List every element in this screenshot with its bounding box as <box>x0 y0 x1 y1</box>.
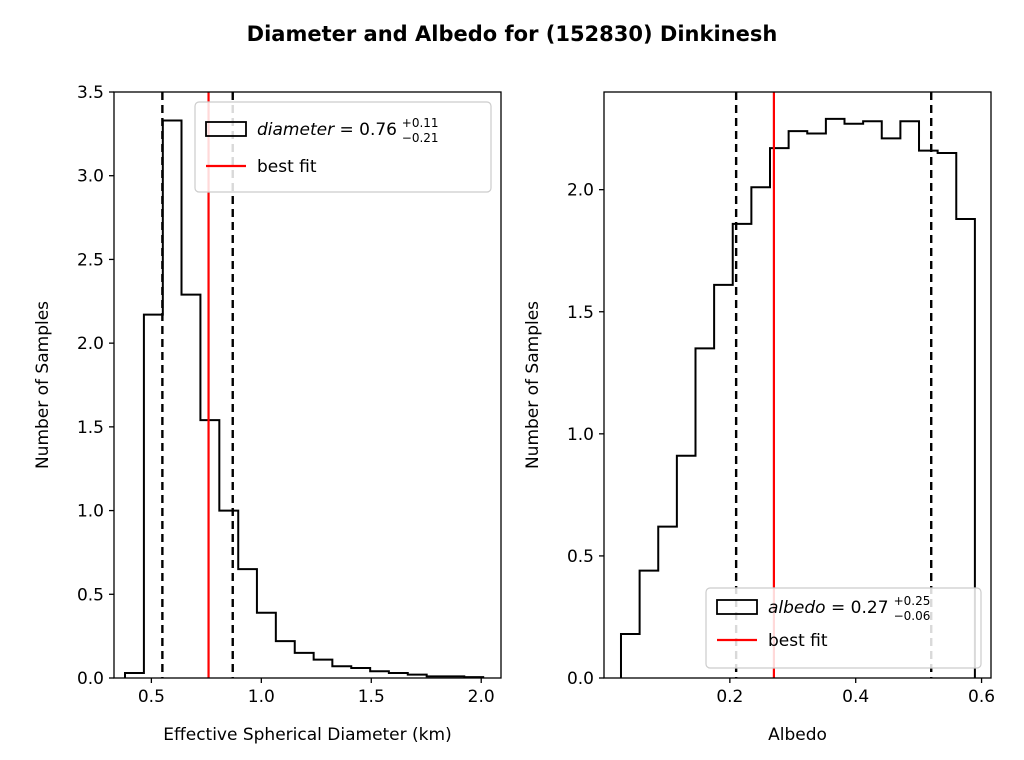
legend-hist-label: albedo = 0.27 <box>768 598 889 618</box>
legend-hist-swatch <box>205 121 247 137</box>
y-tick-label: 1.5 <box>77 418 104 438</box>
x-tick-label: 0.5 <box>138 687 165 707</box>
diameter-histogram-panel: 0.5 1.0 1.5 2.0 0.0 0.5 1.0 1.5 2.0 2.5 3.0 3.5 Effe… <box>33 83 502 745</box>
x-tick-label: 0.2 <box>716 687 743 707</box>
y-tick-label: 0.0 <box>77 669 104 689</box>
legend-upper-uncertainty: +0.11 <box>402 116 439 130</box>
y-axis-label: Number of Samples <box>33 301 53 469</box>
legend-hist-label: diameter = 0.76 <box>257 120 397 140</box>
legend-hist-swatch <box>716 599 758 615</box>
legend-best-fit-label: best fit <box>768 631 828 651</box>
x-tick-label: 2.0 <box>468 687 495 707</box>
y-tick-label: 2.0 <box>77 334 104 354</box>
legend-value: 0.76 <box>359 120 397 140</box>
legend-equals-sign: = <box>334 120 359 140</box>
x-tick-label: 0.6 <box>968 687 995 707</box>
y-tick-label: 0.5 <box>567 547 594 567</box>
y-tick-label: 0.5 <box>77 585 104 605</box>
y-tick-label: 2.5 <box>77 250 104 270</box>
y-tick-label: 1.0 <box>77 502 104 522</box>
y-tick-label: 1.5 <box>567 303 594 323</box>
x-tick-label: 0.4 <box>842 687 869 707</box>
x-tick-label: 1.0 <box>248 687 275 707</box>
legend-lower-uncertainty: −0.21 <box>402 131 439 145</box>
x-axis-label: Effective Spherical Diameter (km) <box>163 725 451 745</box>
y-tick-label: 0.0 <box>567 669 594 689</box>
x-tick-label: 1.5 <box>358 687 385 707</box>
y-tick-label: 3.5 <box>77 83 104 103</box>
y-tick-label: 1.0 <box>567 425 594 445</box>
legend-variable-name: albedo <box>768 598 826 618</box>
chart-title: Diameter and Albedo for (152830) Dinkine… <box>246 22 778 46</box>
legend: diameter = 0.76 +0.11−0.21 best fit <box>194 101 492 193</box>
y-tick-label: 2.0 <box>567 181 594 201</box>
axes-frame <box>603 91 992 679</box>
histogram-step <box>123 119 485 679</box>
legend-best-fit-label: best fit <box>257 157 317 177</box>
legend-value: 0.27 <box>851 598 889 618</box>
x-axis-label: Albedo <box>768 725 827 745</box>
y-tick-label: 3.0 <box>77 167 104 187</box>
legend-equals-sign: = <box>826 598 851 618</box>
albedo-histogram-panel: 0.2 0.4 0.6 0.0 0.5 1.0 1.5 2.0 Albedo Number of … <box>523 91 995 745</box>
axes-frame <box>113 91 502 679</box>
histogram-step <box>619 117 976 678</box>
legend: albedo = 0.27 +0.25−0.06 best fit <box>705 587 982 669</box>
y-axis-label: Number of Samples <box>523 301 543 469</box>
legend-lower-uncertainty: −0.06 <box>894 609 931 623</box>
legend-box <box>194 101 492 193</box>
legend-box <box>705 587 982 669</box>
legend-variable-name: diameter <box>257 120 335 140</box>
legend-upper-uncertainty: +0.25 <box>894 594 931 608</box>
